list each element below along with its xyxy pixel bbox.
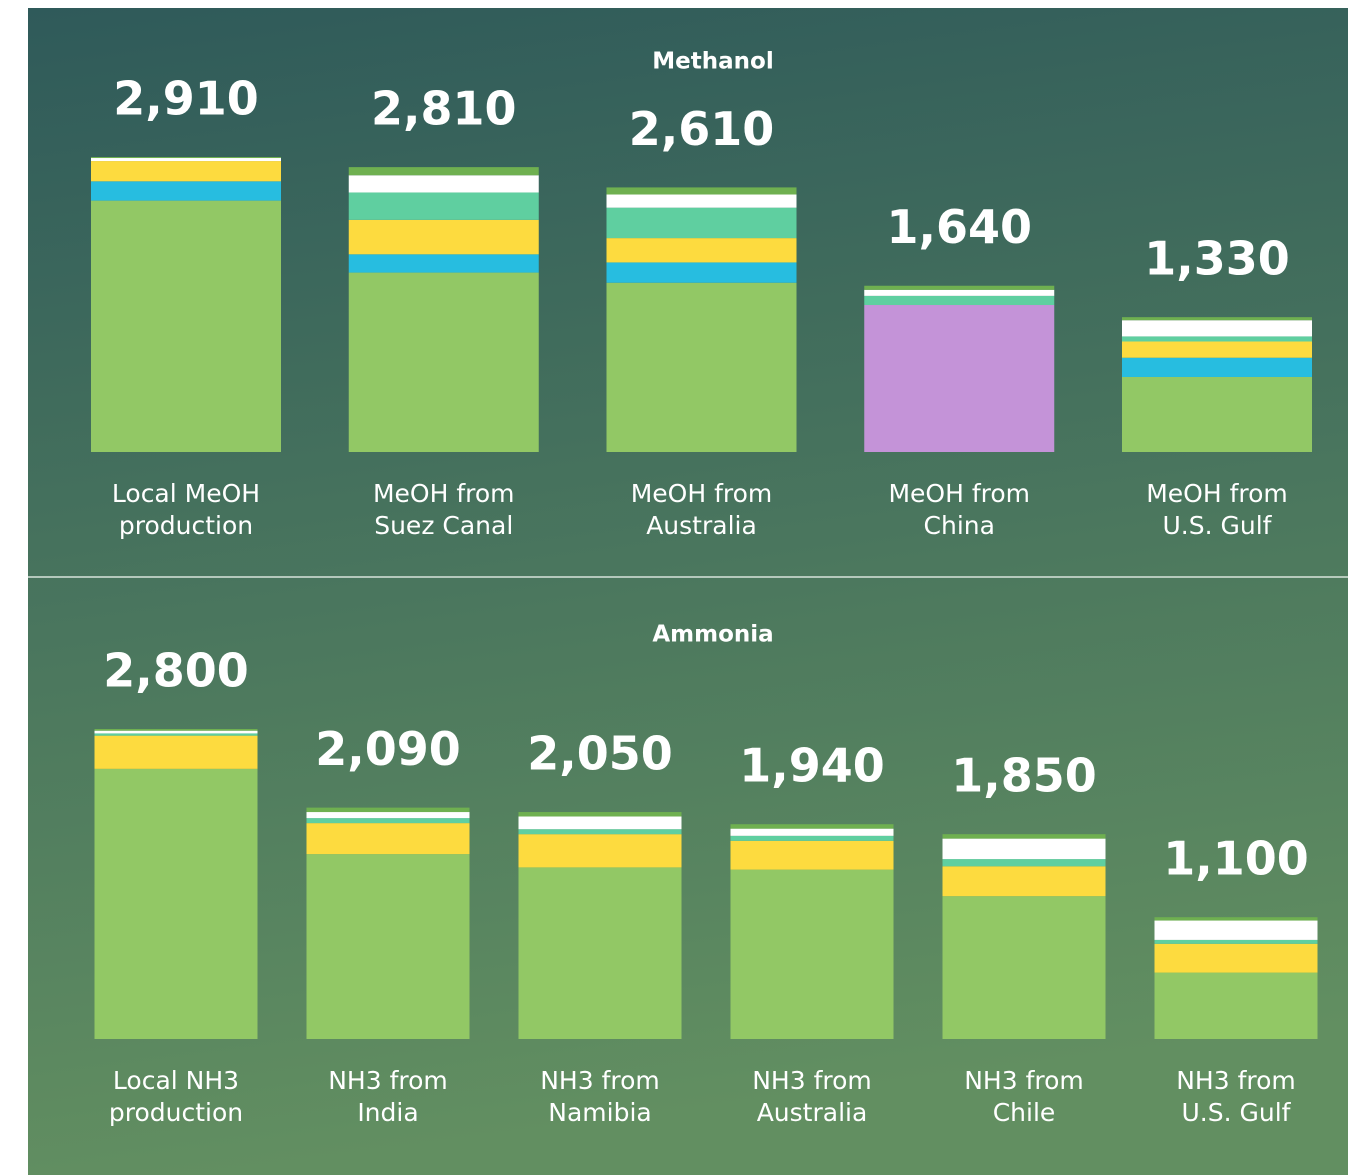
bar-segment (1154, 939, 1318, 944)
category-label: U.S. Gulf (1182, 1098, 1292, 1127)
bar-segment (606, 187, 797, 195)
bar-segment (942, 859, 1106, 867)
category-label: production (119, 511, 253, 540)
bar-segment (348, 192, 539, 220)
bar-segment (942, 838, 1106, 860)
category-label: NH3 from (752, 1066, 872, 1095)
bar-segment (1122, 376, 1312, 452)
bar-segment (730, 869, 894, 1039)
bar-segment (1122, 357, 1312, 377)
bar-segment (94, 729, 258, 731)
chart-title: Methanol (652, 49, 773, 75)
bar-segment (306, 812, 470, 819)
bar-segment (306, 823, 470, 855)
bar-segment (1122, 317, 1312, 321)
bar-segment (94, 768, 258, 1039)
category-label: production (109, 1098, 243, 1127)
bar-segment (864, 289, 1055, 296)
total-label: 1,640 (886, 200, 1032, 254)
bar-segment (518, 829, 682, 835)
bar-segment (606, 238, 797, 263)
category-label: MeOH from (1146, 479, 1288, 508)
total-label: 1,940 (739, 739, 885, 793)
category-label: China (924, 511, 995, 540)
category-label: Local MeOH (112, 479, 260, 508)
bar-segment (730, 828, 894, 836)
category-label: U.S. Gulf (1163, 511, 1273, 540)
total-label: 2,090 (315, 722, 461, 776)
bar-segment (91, 161, 281, 182)
bar-segment (1154, 972, 1318, 1039)
bar-segment (942, 834, 1106, 839)
total-label: 2,610 (629, 102, 775, 156)
category-label: Local NH3 (113, 1066, 239, 1095)
bar-segment (942, 896, 1106, 1039)
bar-segment (91, 157, 281, 159)
bar-segment (1154, 920, 1318, 940)
total-label: 1,330 (1144, 232, 1290, 286)
bar-segment (1122, 320, 1312, 337)
bar-segment (864, 305, 1055, 452)
bar-segment (1122, 336, 1312, 342)
total-label: 2,800 (103, 644, 249, 698)
bar-segment (91, 181, 281, 201)
bar-segment (730, 824, 894, 829)
bar-segment (730, 840, 894, 870)
bar-segment (348, 175, 539, 193)
category-label: MeOH from (888, 479, 1030, 508)
bar-segment (864, 285, 1055, 290)
category-label: NH3 from (1176, 1066, 1296, 1095)
bar-segment (91, 200, 281, 452)
category-label: Suez Canal (374, 511, 513, 540)
bar-segment (1154, 943, 1318, 973)
bar-segment (518, 812, 682, 817)
bar-segment (94, 735, 258, 769)
bar-segment (606, 282, 797, 452)
bar-segment (606, 207, 797, 239)
category-label: Namibia (548, 1098, 651, 1127)
bar-segment (306, 818, 470, 824)
bar-segment (518, 834, 682, 868)
bar-segment (1122, 341, 1312, 358)
category-label: NH3 from (964, 1066, 1084, 1095)
total-label: 1,850 (951, 749, 1097, 803)
category-label: MeOH from (373, 479, 515, 508)
category-label: NH3 from (328, 1066, 448, 1095)
bar-segment (94, 733, 258, 736)
bar-segment (518, 867, 682, 1039)
total-label: 1,100 (1163, 832, 1309, 886)
bar-segment (94, 730, 258, 734)
bar-segment (306, 807, 470, 813)
bar-segment (942, 866, 1106, 897)
bar-segment (91, 158, 281, 162)
chart-title: Ammonia (652, 622, 773, 648)
bar-segment (348, 167, 539, 176)
category-label: India (357, 1098, 418, 1127)
bar-segment (864, 295, 1055, 306)
bar-segment (518, 816, 682, 830)
category-label: MeOH from (631, 479, 773, 508)
bar-segment (730, 835, 894, 841)
bar-segment (306, 854, 470, 1039)
bar-segment (348, 219, 539, 255)
total-label: 2,810 (371, 82, 517, 136)
bar-segment (1154, 917, 1318, 921)
bar-segment (348, 272, 539, 452)
category-label: Chile (993, 1098, 1056, 1127)
category-label: Australia (757, 1098, 868, 1127)
category-label: Australia (646, 511, 757, 540)
bar-segment (606, 262, 797, 283)
bar-segment (348, 254, 539, 273)
total-label: 2,910 (113, 72, 259, 126)
category-label: NH3 from (540, 1066, 660, 1095)
total-label: 2,050 (527, 727, 673, 781)
bar-segment (606, 194, 797, 208)
